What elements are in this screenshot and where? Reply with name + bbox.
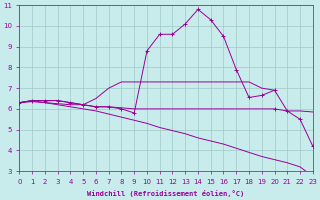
X-axis label: Windchill (Refroidissement éolien,°C): Windchill (Refroidissement éolien,°C) [87, 190, 245, 197]
